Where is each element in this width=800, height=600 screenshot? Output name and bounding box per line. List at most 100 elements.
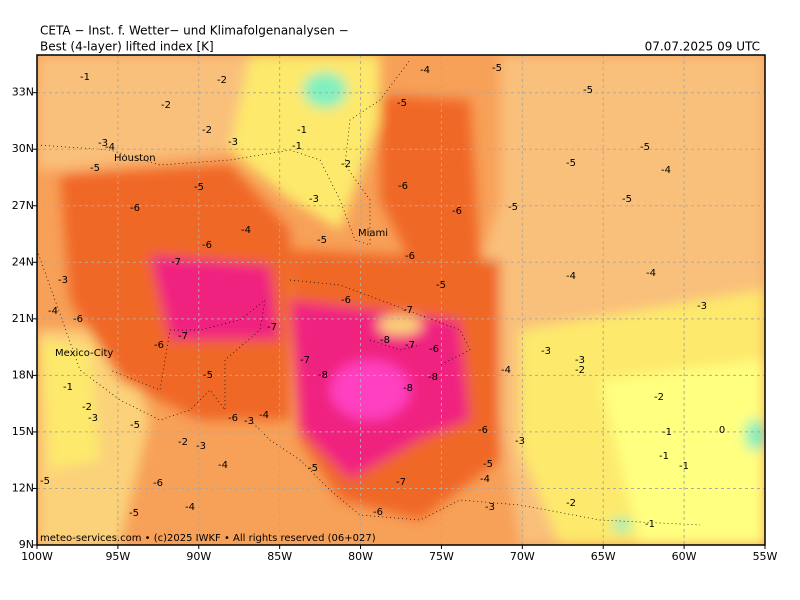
contour-label: -6 [373,507,383,518]
coastlines [37,59,701,526]
city-label: Mexico-City [55,348,113,359]
contour-label: -2 [202,125,212,136]
contour-label: -3 [541,346,551,357]
contour-label: -6 [130,203,140,214]
contour-label: -4 [259,410,269,421]
contour-label: -1 [645,519,655,530]
contour-label: -5 [436,280,446,291]
x-tick-label: 75W [429,550,454,563]
contour-label: -5 [640,142,650,153]
y-tick-label: 9N [19,538,34,551]
x-tick-label: 85W [267,550,292,563]
x-tick-label: 70W [510,550,535,563]
y-tick-label: 30N [12,142,34,155]
contour-label: -3 [309,194,319,205]
contour-label: -8 [318,370,328,381]
contour-label: -5 [508,202,518,213]
contour-label: -4 [566,271,576,282]
contour-label: -6 [341,295,351,306]
contour-label: -3 [58,275,68,286]
contour-label: -2 [161,100,171,111]
map-title: Best (4-layer) lifted index [K] [40,40,214,54]
contour-label: -4 [420,65,430,76]
contour-label: 0 [719,425,725,436]
contour-label: -8 [380,335,390,346]
contour-label: -3 [196,441,206,452]
y-tick-label: 24N [12,255,34,268]
contour-label: -5 [483,459,493,470]
x-tick-label: 90W [186,550,211,563]
contour-label: -7 [396,477,406,488]
contour-label: -2 [178,437,188,448]
contour-label: -3 [244,416,254,427]
contour-label: -5 [566,158,576,169]
contour-label: -5 [203,370,213,381]
contour-label: -3 [98,138,108,149]
contour-label: -4 [661,165,671,176]
y-tick-label: 18N [12,368,34,381]
contour-label: -5 [129,508,139,519]
datetime: 07.07.2025 09 UTC [645,40,760,54]
x-tick-label: 100W [21,550,53,563]
contour-label: -4 [501,365,511,376]
contour-label: -5 [130,420,140,431]
contour-label: -8 [428,372,438,383]
contour-labels: -1 -2-2-2-3-3-4-5-5-6-6-7-6-7-6-7-7-8-6-7… [40,63,725,530]
contour-label: -5 [317,235,327,246]
contour-label: -6 [405,251,415,262]
y-tick-label: 33N [12,86,34,99]
x-tick-label: 95W [105,550,130,563]
contour-label: -6 [398,181,408,192]
map-frame [36,54,766,546]
contour-label: -2 [341,159,351,170]
y-tick-label: 27N [12,199,34,212]
contour-label: -4 [48,306,58,317]
contour-label: -2 [575,365,585,376]
contour-label: -4 [646,268,656,279]
y-tick-label: 15N [12,425,34,438]
contour-label: -5 [90,163,100,174]
contour-label: -5 [308,463,318,474]
contour-label: -4 [241,225,251,236]
y-tick-label: 12N [12,481,34,494]
contour-label: -2 [654,392,664,403]
contour-label: -1 [659,451,669,462]
contour-label: -1 [63,382,73,393]
contour-label: -6 [153,478,163,489]
contour-label: -7 [178,331,188,342]
x-tick-label: 80W [348,550,373,563]
contour-label: -1 [80,72,90,83]
contour-label: -5 [583,85,593,96]
contour-label: -6 [202,240,212,251]
contour-label: -5 [397,98,407,109]
contour-label: -3 [515,436,525,447]
contour-label: -5 [40,476,50,487]
contour-label: -5 [492,63,502,74]
contour-label: -7 [403,305,413,316]
contour-label: -7 [405,340,415,351]
contour-label: -3 [485,502,495,513]
contour-label: -6 [154,340,164,351]
contour-label: -1 [662,427,672,438]
x-tick-label: 60W [672,550,697,563]
contour-label: -6 [228,413,238,424]
contour-label: -6 [452,206,462,217]
contour-label: -1 [679,461,689,472]
contour-label: -6 [73,314,83,325]
y-tick-label: 21N [12,312,34,325]
contour-label: -8 [403,383,413,394]
contour-label: -4 [480,474,490,485]
contour-label: -6 [429,344,439,355]
contour-label: -3 [575,355,585,366]
city-label: Houston [114,153,156,164]
contour-label: -4 [105,142,115,153]
contour-label: -3 [228,137,238,148]
institute: CETA − Inst. f. Wetter− und Klimafolgena… [40,24,349,38]
contour-label: -1 [297,125,307,136]
contour-label: -7 [171,257,181,268]
contour-label: -2 [82,402,92,413]
contour-label: -5 [622,194,632,205]
contour-label: -2 [566,498,576,509]
x-tick-label: 65W [591,550,616,563]
